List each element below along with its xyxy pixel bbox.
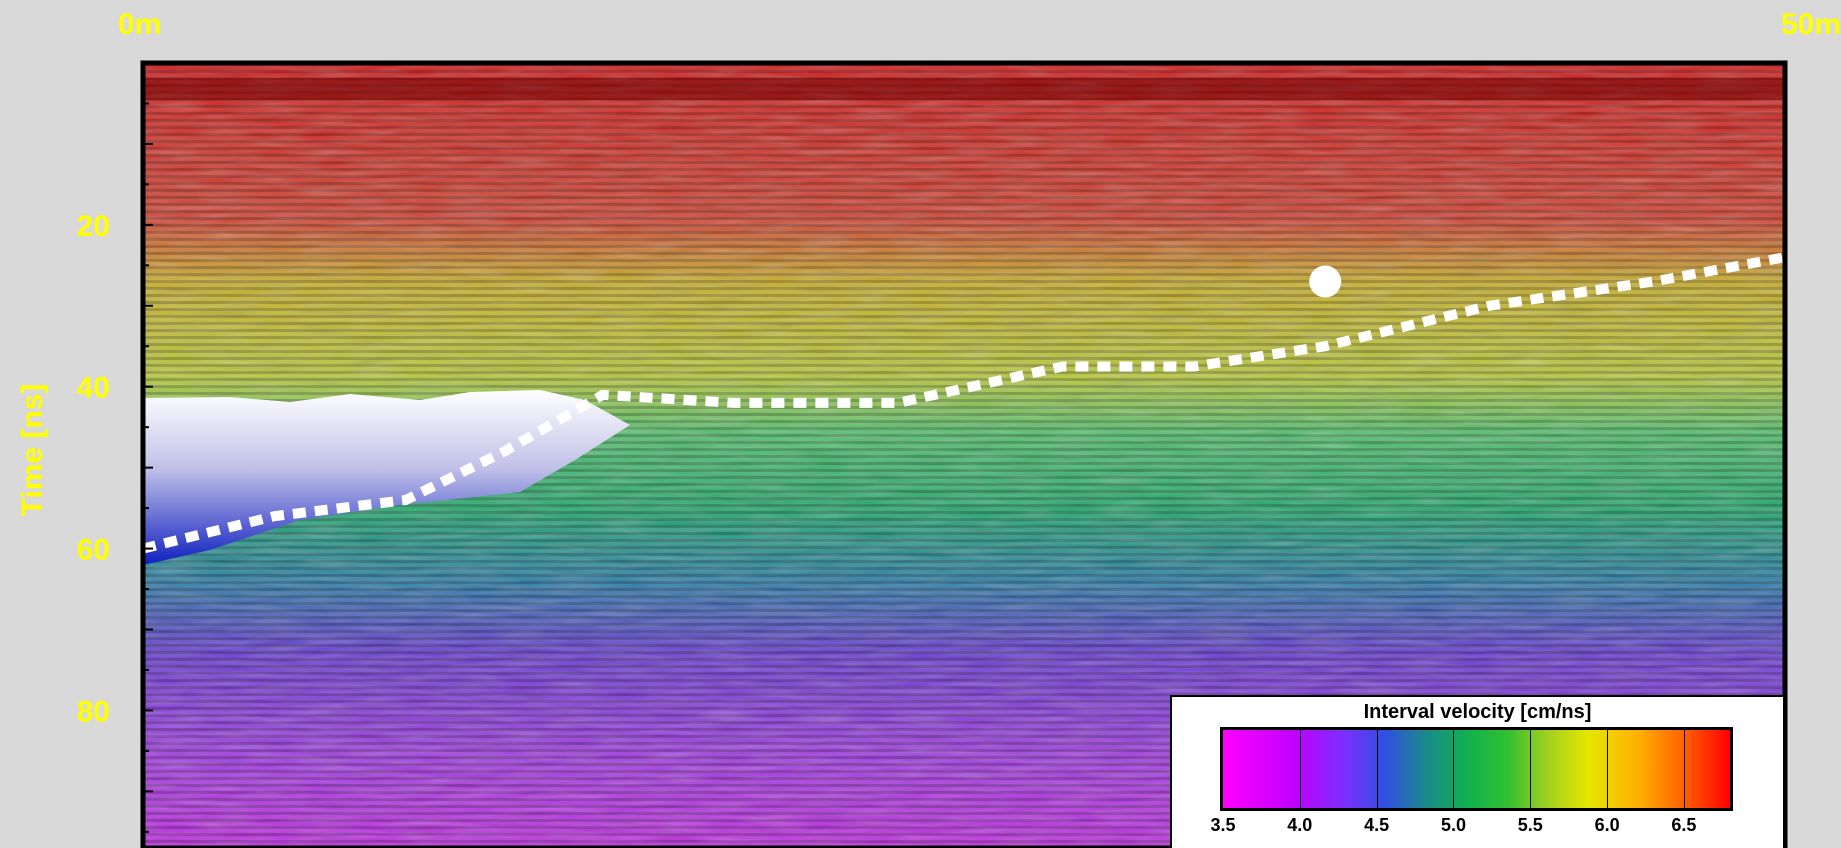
colorbar-tick-label: 6.5 bbox=[1671, 815, 1697, 835]
colorbar-divider bbox=[1376, 730, 1378, 808]
x-start-label: 0m bbox=[118, 8, 162, 41]
colorbar-divider bbox=[1530, 730, 1532, 808]
colorbar-tick-label: 3.5 bbox=[1210, 815, 1236, 835]
colorbar bbox=[1220, 727, 1733, 811]
y-tick-label: 20 bbox=[77, 210, 110, 243]
colorbar-title: Interval velocity [cm/ns] bbox=[1363, 701, 1592, 723]
colorbar-tick-label: 4.5 bbox=[1364, 815, 1390, 835]
y-axis-label: Time [ns] bbox=[16, 384, 49, 517]
y-tick-label: 80 bbox=[77, 695, 110, 728]
plot-area bbox=[140, 60, 1788, 848]
colorbar-tick-label: 5.5 bbox=[1517, 815, 1543, 835]
x-end-label: 50m bbox=[1780, 8, 1841, 41]
plot-frame bbox=[140, 60, 1788, 848]
y-tick-label: 60 bbox=[77, 534, 110, 567]
point-marker bbox=[1309, 265, 1342, 298]
colorbar-legend: Interval velocity [cm/ns] 3.5 4.0 4.5 5.0 5.… bbox=[1170, 695, 1785, 848]
colorbar-divider bbox=[1299, 730, 1301, 808]
y-tick-label: 40 bbox=[77, 372, 110, 405]
colorbar-tick-label: 5.0 bbox=[1440, 815, 1466, 835]
colorbar-divider bbox=[1453, 730, 1455, 808]
shadow-region bbox=[143, 390, 630, 565]
colorbar-divider bbox=[1607, 730, 1609, 808]
colorbar-tick-label: 4.0 bbox=[1287, 815, 1313, 835]
y-axis-ticks: 20 40 60 80 bbox=[77, 102, 153, 833]
interface-line bbox=[141, 252, 1786, 554]
colorbar-tick-label: 6.0 bbox=[1594, 815, 1620, 835]
colorbar-divider bbox=[1683, 730, 1685, 808]
surface-reflection bbox=[143, 78, 1785, 100]
